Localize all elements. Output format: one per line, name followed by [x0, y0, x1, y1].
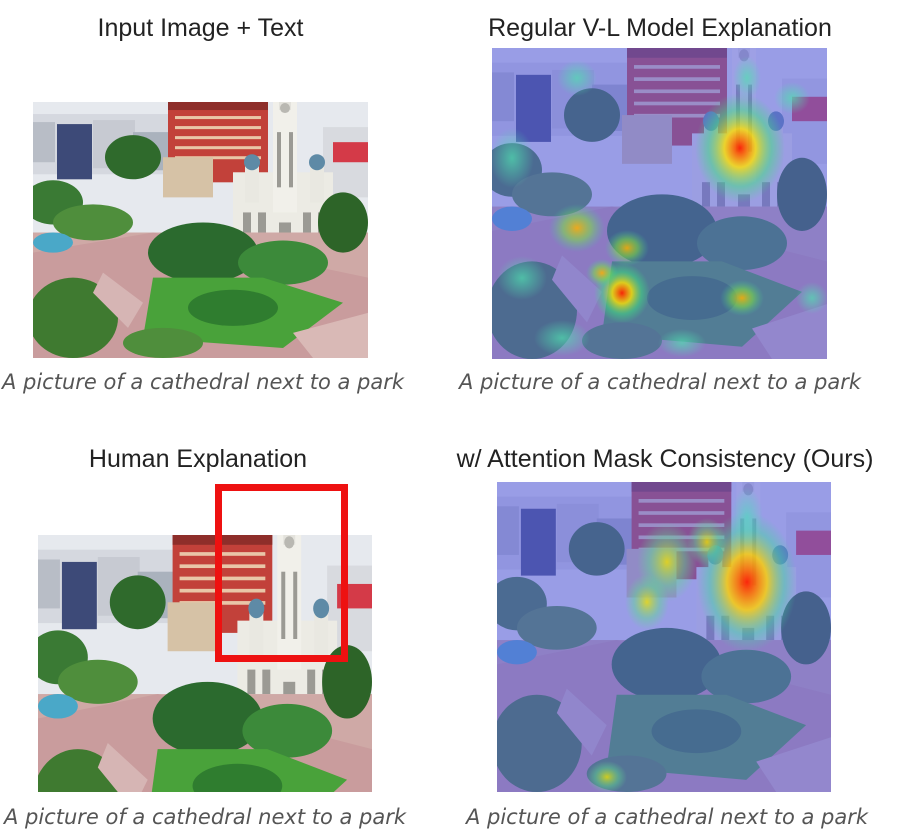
panel-caption: A picture of a cathedral next to a park: [3, 805, 407, 829]
panel-title: Human Explanation: [88, 445, 308, 473]
attention-heatmap: [492, 48, 827, 359]
panel-title: w/ Attention Mask Consistency (Ours): [456, 445, 874, 473]
input-photo: [33, 102, 368, 358]
panel-caption: A picture of a cathedral next to a park: [465, 805, 869, 829]
heatmap-photo: [492, 48, 827, 359]
human-explanation-box: [215, 484, 348, 662]
heatmap-photo: [497, 482, 831, 792]
attention-heatmap: [497, 482, 831, 792]
panel-caption: A picture of a cathedral next to a park: [458, 370, 862, 394]
panel-title: Input Image + Text: [97, 14, 304, 42]
panel-caption: A picture of a cathedral next to a park: [1, 370, 405, 394]
panel-title: Regular V-L Model Explanation: [488, 14, 832, 42]
